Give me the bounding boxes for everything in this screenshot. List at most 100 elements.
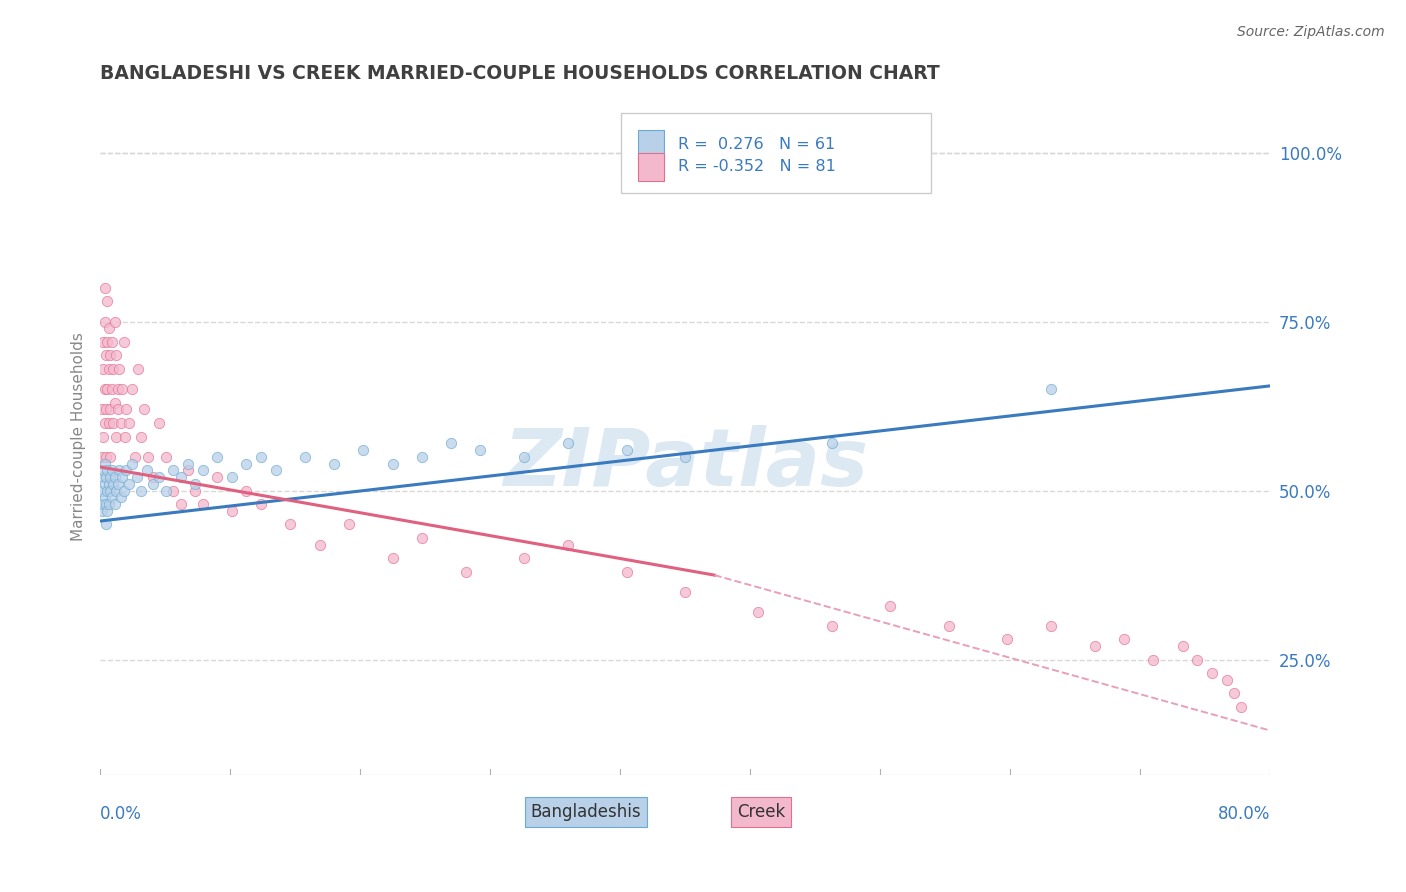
Point — [747, 605, 769, 619]
Point — [93, 281, 115, 295]
Point — [235, 483, 257, 498]
Point — [94, 470, 117, 484]
Point — [93, 491, 115, 505]
Point — [995, 632, 1018, 647]
Point — [169, 497, 191, 511]
Point — [108, 463, 131, 477]
Point — [115, 463, 138, 477]
Point — [184, 483, 207, 498]
Point — [557, 436, 579, 450]
Point — [105, 348, 128, 362]
Point — [129, 483, 152, 498]
Point — [101, 463, 124, 477]
Point — [616, 565, 638, 579]
Point — [132, 402, 155, 417]
Point — [108, 362, 131, 376]
Point — [820, 436, 842, 450]
Point — [98, 470, 121, 484]
Point — [94, 517, 117, 532]
Point — [105, 429, 128, 443]
Point — [98, 402, 121, 417]
Y-axis label: Married-couple Households: Married-couple Households — [72, 332, 86, 541]
Point — [93, 416, 115, 430]
Point — [111, 382, 134, 396]
Bar — [638, 153, 664, 181]
Point — [1040, 619, 1063, 633]
Point — [470, 443, 492, 458]
Text: Source: ZipAtlas.com: Source: ZipAtlas.com — [1237, 25, 1385, 39]
Point — [138, 450, 160, 464]
Point — [98, 450, 121, 464]
Point — [938, 619, 960, 633]
Point — [110, 491, 132, 505]
Point — [264, 463, 287, 477]
Point — [411, 450, 433, 464]
Point — [1215, 673, 1237, 687]
Point — [107, 402, 129, 417]
Point — [98, 483, 121, 498]
Point — [94, 402, 117, 417]
Point — [97, 497, 120, 511]
Point — [93, 457, 115, 471]
Point — [111, 470, 134, 484]
Point — [107, 476, 129, 491]
Point — [1142, 653, 1164, 667]
Point — [353, 443, 375, 458]
Point — [308, 538, 330, 552]
Text: BANGLADESHI VS CREEK MARRIED-COUPLE HOUSEHOLDS CORRELATION CHART: BANGLADESHI VS CREEK MARRIED-COUPLE HOUS… — [100, 64, 939, 83]
Point — [136, 463, 159, 477]
Text: R =  0.276   N = 61: R = 0.276 N = 61 — [678, 137, 835, 152]
Point — [184, 476, 207, 491]
Point — [96, 334, 118, 349]
Point — [169, 470, 191, 484]
Point — [142, 476, 165, 491]
Point — [93, 476, 115, 491]
Point — [103, 476, 125, 491]
Point — [557, 538, 579, 552]
Point — [96, 483, 118, 498]
Point — [91, 463, 114, 477]
Text: Creek: Creek — [737, 803, 786, 821]
Point — [94, 497, 117, 511]
Point — [96, 294, 118, 309]
Point — [118, 476, 141, 491]
Point — [93, 315, 115, 329]
Point — [148, 470, 170, 484]
Point — [103, 362, 125, 376]
Point — [250, 450, 273, 464]
Point — [91, 470, 114, 484]
Point — [103, 416, 125, 430]
Text: 80.0%: 80.0% — [1218, 805, 1271, 823]
Point — [162, 463, 184, 477]
Point — [114, 429, 136, 443]
Point — [454, 565, 477, 579]
Point — [205, 470, 228, 484]
Point — [191, 463, 214, 477]
Point — [129, 429, 152, 443]
FancyBboxPatch shape — [621, 113, 931, 194]
Point — [294, 450, 316, 464]
Point — [1201, 666, 1223, 681]
Point — [1187, 653, 1209, 667]
Point — [1084, 639, 1107, 653]
Point — [97, 476, 120, 491]
Point — [1040, 382, 1063, 396]
Text: ZIPatlas: ZIPatlas — [503, 425, 868, 502]
Point — [124, 450, 146, 464]
Point — [1230, 700, 1253, 714]
Point — [121, 382, 143, 396]
Point — [125, 470, 148, 484]
Point — [101, 334, 124, 349]
Point — [235, 457, 257, 471]
Point — [112, 483, 135, 498]
Point — [513, 551, 536, 566]
Point — [91, 362, 114, 376]
Point — [177, 463, 200, 477]
Point — [337, 517, 360, 532]
Point — [105, 483, 128, 498]
Point — [112, 334, 135, 349]
Point — [278, 517, 301, 532]
Point — [142, 470, 165, 484]
Point — [118, 416, 141, 430]
Point — [93, 382, 115, 396]
